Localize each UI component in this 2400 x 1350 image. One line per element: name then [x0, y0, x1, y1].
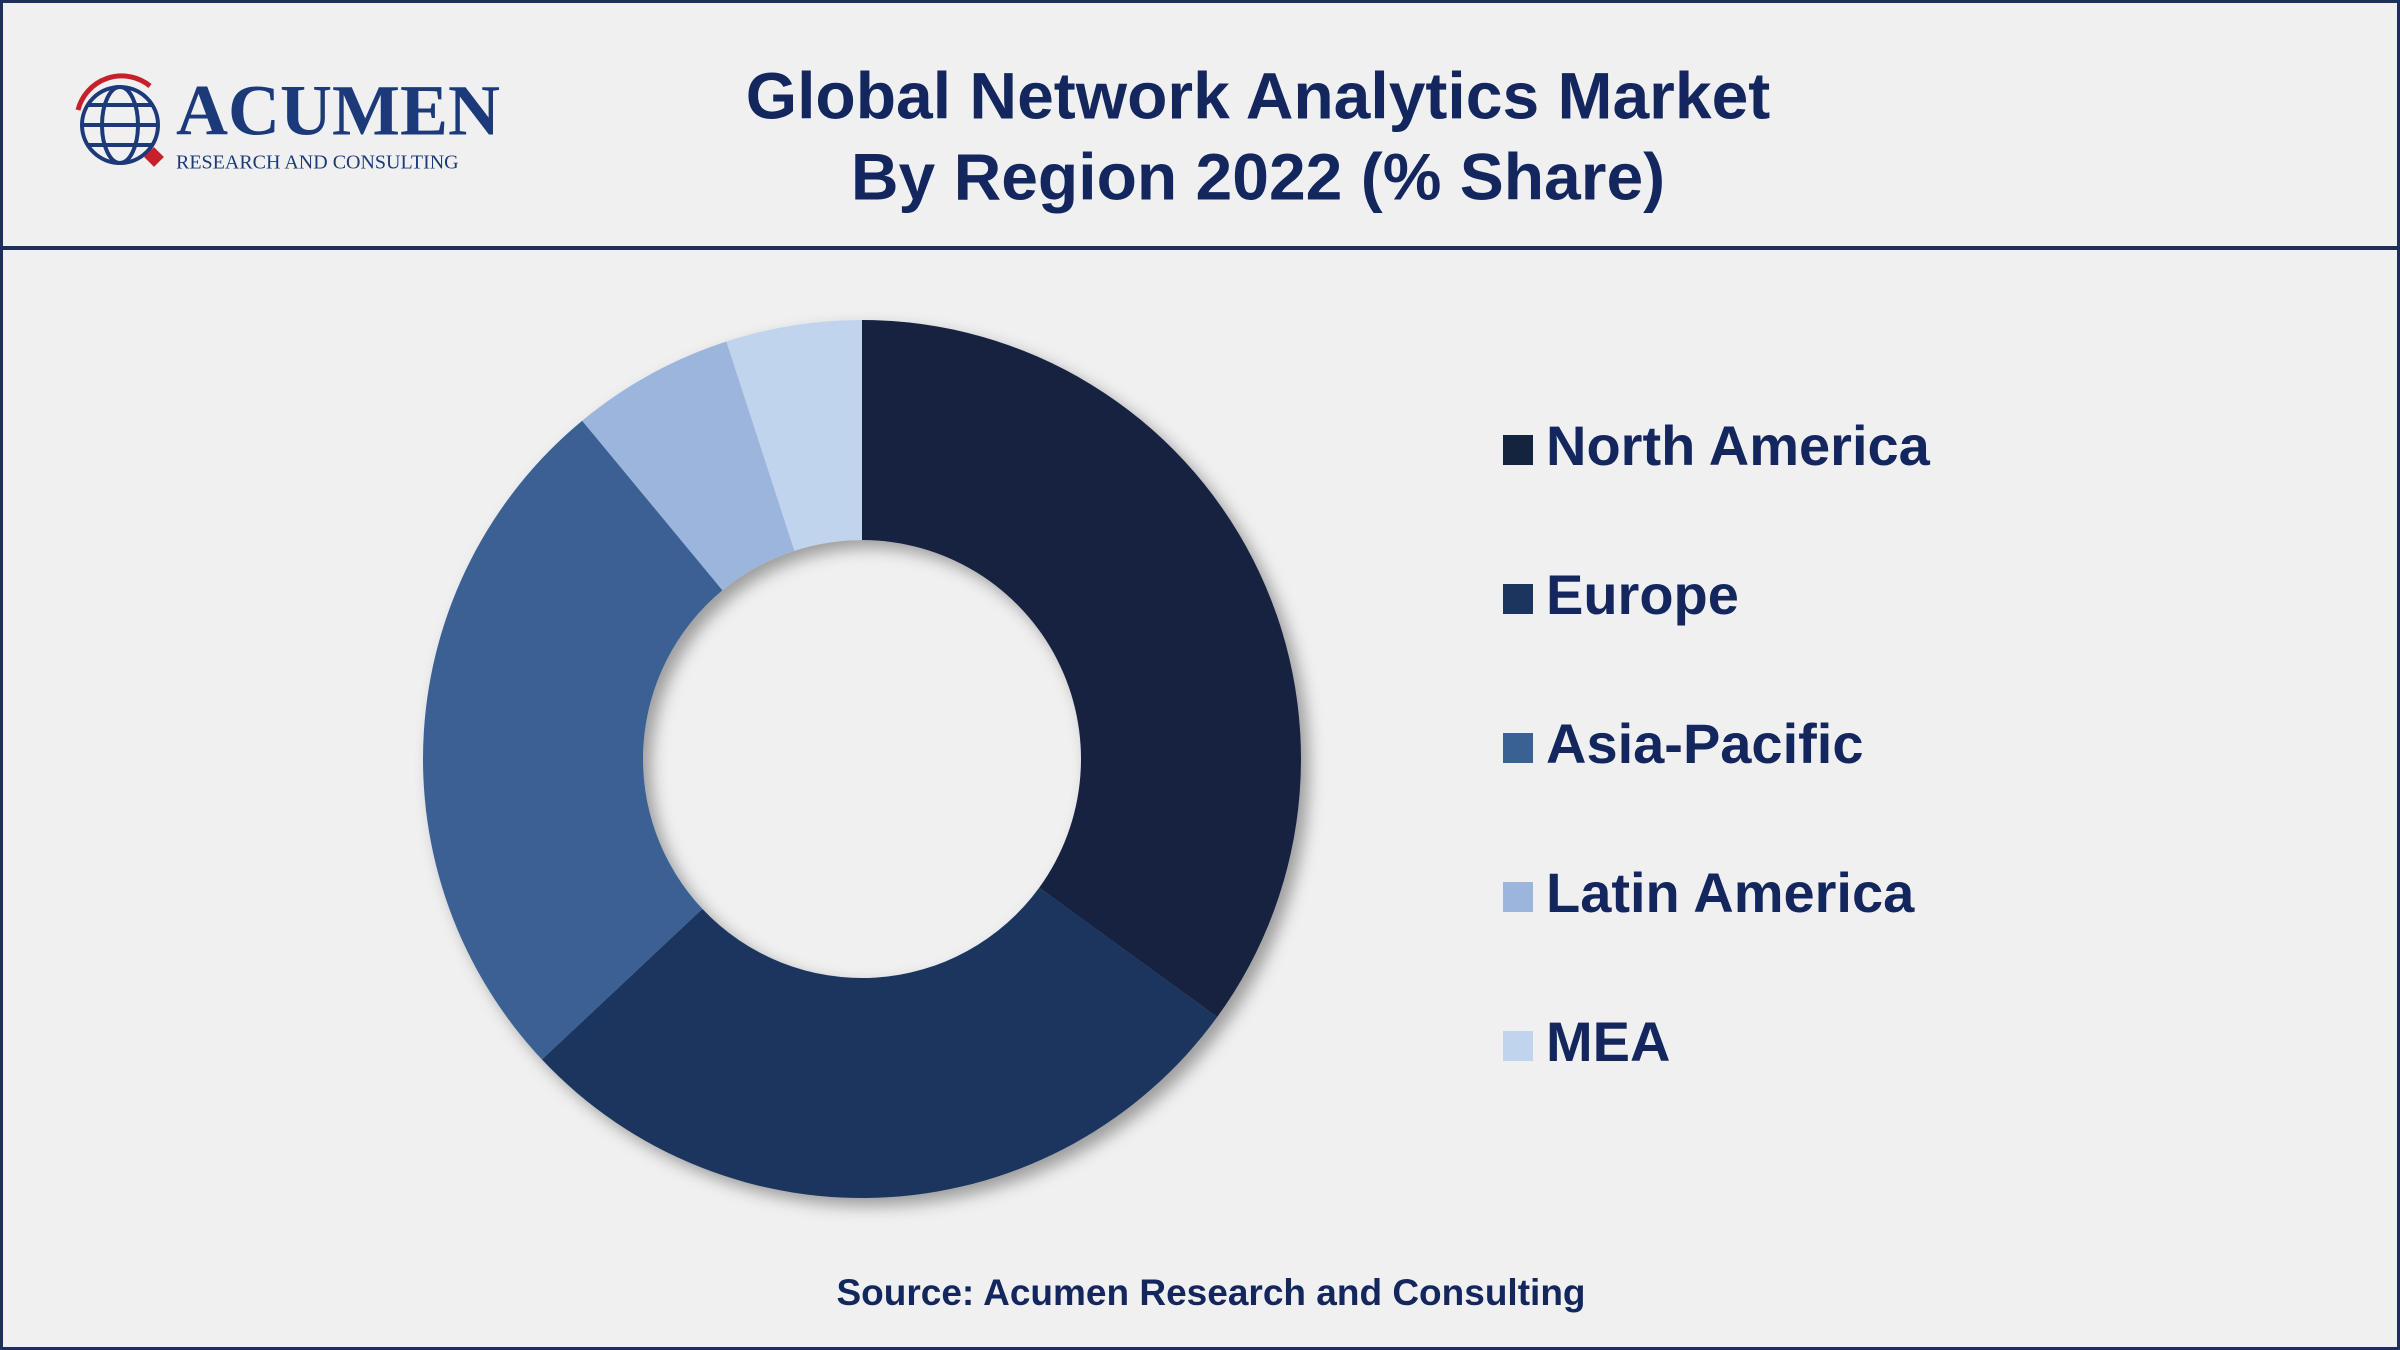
donut-segment [862, 320, 1301, 1018]
legend-label: Europe [1546, 563, 1739, 626]
legend-swatch [1503, 882, 1533, 912]
chart-title: By Region 2022 (% Share) [851, 139, 1665, 213]
legend-label: North America [1546, 414, 1931, 477]
chart-title: Global Network Analytics Market [746, 58, 1771, 132]
legend-swatch [1503, 1031, 1533, 1061]
donut-segment [423, 420, 723, 1060]
donut-segment [726, 320, 862, 551]
source-note: Source: Acumen Research and Consulting [836, 1272, 1585, 1313]
logo-tagline: RESEARCH AND CONSULTING [176, 152, 459, 174]
logo-globe [75, 73, 164, 167]
donut-segment [582, 341, 795, 591]
legend-swatch [1503, 733, 1533, 763]
legend-label: Asia-Pacific [1546, 712, 1864, 775]
legend-swatch [1503, 435, 1533, 465]
legend-swatch [1503, 584, 1533, 614]
legend-label: MEA [1546, 1010, 1670, 1073]
legend-label: Latin America [1546, 861, 1915, 924]
donut [423, 320, 1301, 1198]
donut-segment [541, 887, 1218, 1198]
logo-name: ACUMEN [176, 71, 500, 151]
